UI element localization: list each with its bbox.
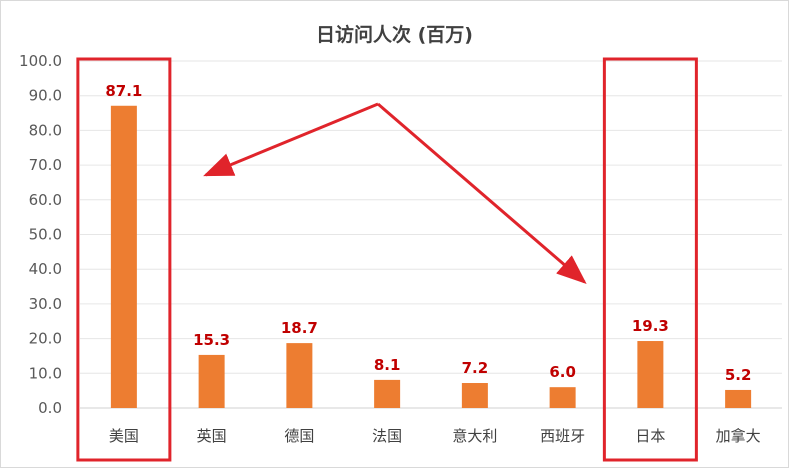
highlight-box [602, 57, 698, 462]
category-label: 日本 [635, 427, 665, 445]
highlight-box [76, 57, 172, 462]
y-tick-label: 10.0 [29, 364, 62, 382]
bar [637, 341, 664, 408]
y-tick-label: 30.0 [29, 295, 62, 313]
y-tick-label: 70.0 [29, 156, 62, 174]
bar [725, 389, 752, 408]
y-tick-label: 80.0 [29, 121, 62, 139]
bar [286, 343, 313, 408]
bar [549, 387, 576, 408]
y-tick-label: 0.0 [38, 399, 62, 417]
y-tick-label: 40.0 [29, 260, 62, 278]
bar [461, 383, 488, 408]
y-tick-label: 60.0 [29, 191, 62, 209]
data-label: 7.2 [462, 359, 489, 377]
category-label: 加拿大 [716, 427, 761, 445]
data-label: 5.2 [725, 366, 752, 384]
y-tick-label: 20.0 [29, 330, 62, 348]
category-label: 法国 [372, 427, 402, 445]
category-label: 德国 [284, 427, 314, 445]
category-label: 美国 [109, 427, 139, 445]
category-label: 西班牙 [540, 427, 585, 445]
chart-title: 日访问人次 (百万) [316, 24, 473, 46]
category-label: 英国 [197, 427, 227, 445]
data-label: 15.3 [193, 331, 230, 349]
category-label: 意大利 [452, 427, 497, 445]
data-label: 8.1 [374, 356, 401, 374]
y-tick-label: 50.0 [29, 226, 62, 244]
data-label: 19.3 [632, 317, 669, 335]
data-label: 18.7 [281, 319, 318, 337]
y-tick-label: 100.0 [19, 52, 62, 70]
annotation-arrow [203, 102, 379, 177]
data-label: 87.1 [105, 82, 142, 100]
bar [110, 105, 137, 408]
annotation-arrow [377, 102, 587, 284]
y-tick-label: 90.0 [29, 87, 62, 105]
data-label: 6.0 [549, 363, 576, 381]
bar [374, 379, 401, 408]
bar [198, 354, 225, 408]
